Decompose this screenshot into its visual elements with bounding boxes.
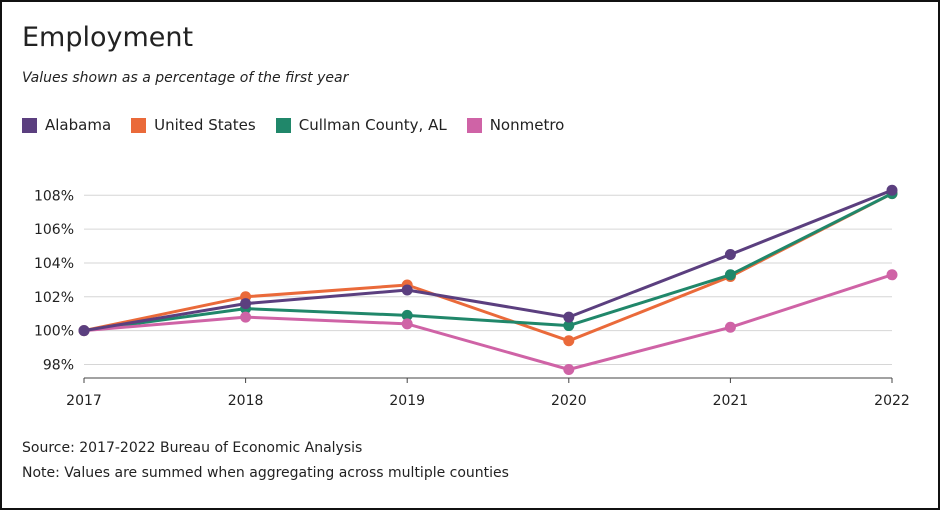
data-point-nonmetro <box>563 364 575 376</box>
y-tick-label: 108% <box>34 188 74 204</box>
legend-item-nonmetro[interactable]: Nonmetro <box>466 116 565 134</box>
legend-label-united-states: United States <box>154 116 256 134</box>
data-point-alabama <box>724 249 736 261</box>
data-point-alabama <box>78 325 90 337</box>
x-tick-label: 2021 <box>713 393 749 409</box>
legend-item-cullman-county[interactable]: Cullman County, AL <box>275 116 447 134</box>
data-point-nonmetro <box>886 269 898 281</box>
x-tick-label: 2018 <box>228 393 264 409</box>
source-note: Source: 2017-2022 Bureau of Economic Ana… <box>22 440 363 456</box>
aggregation-note: Note: Values are summed when aggregating… <box>22 465 509 481</box>
data-point-cullman-county-al <box>724 269 736 281</box>
legend-swatch-nonmetro <box>466 117 482 133</box>
legend-label-nonmetro: Nonmetro <box>489 116 565 134</box>
chart-title: Employment <box>22 22 194 53</box>
x-tick-label: 2022 <box>874 393 910 409</box>
y-tick-label: 106% <box>34 222 74 238</box>
series-line-cullman-county-al <box>82 192 894 333</box>
data-point-cullman-county-al <box>563 320 575 332</box>
y-tick-label: 104% <box>34 256 74 272</box>
legend-swatch-cullman-county <box>275 117 291 133</box>
x-tick-label: 2017 <box>66 393 102 409</box>
series-line-united-states <box>82 192 894 343</box>
y-tick-label: 98% <box>43 357 74 373</box>
x-tick-label: 2020 <box>551 393 587 409</box>
data-point-alabama <box>401 284 413 296</box>
y-tick-label: 100% <box>34 324 74 340</box>
legend-label-alabama: Alabama <box>45 116 112 134</box>
legend-swatch-alabama <box>22 117 37 133</box>
data-point-nonmetro <box>724 321 736 333</box>
legend-item-alabama[interactable]: Alabama <box>22 116 111 134</box>
data-point-alabama <box>240 298 252 310</box>
series-line-nonmetro <box>82 273 894 371</box>
legend-swatch-united-states <box>131 117 147 133</box>
data-point-united-states <box>563 335 575 347</box>
data-point-alabama <box>886 184 898 196</box>
chart-legend: Alabama United States Cullman County, AL… <box>22 116 584 134</box>
legend-item-united-states[interactable]: United States <box>131 116 256 134</box>
data-point-cullman-county-al <box>401 309 413 321</box>
data-point-alabama <box>563 311 575 323</box>
series-line-alabama <box>82 188 894 333</box>
data-point-nonmetro <box>401 318 413 330</box>
data-point-nonmetro <box>240 311 252 323</box>
legend-label-cullman-county: Cullman County, AL <box>298 116 447 134</box>
x-tick-label: 2019 <box>389 393 425 409</box>
chart-subtitle: Values shown as a percentage of the firs… <box>22 70 349 86</box>
y-tick-label: 102% <box>34 290 74 306</box>
